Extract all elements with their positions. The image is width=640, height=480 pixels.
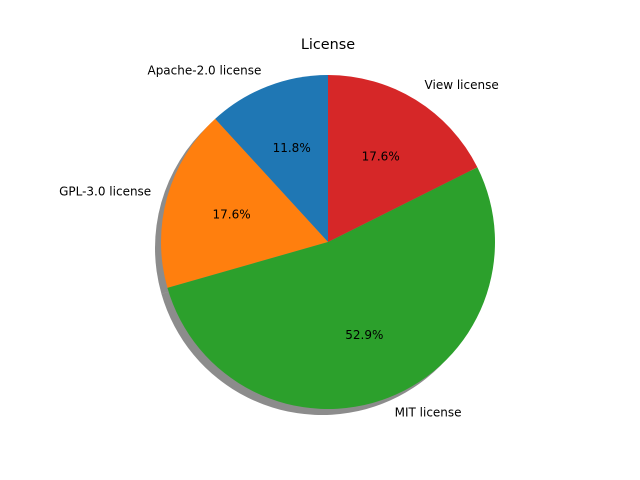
pie-labels: Apache-2.0 license 11.8% GPL-3.0 license 17… bbox=[59, 63, 499, 419]
label-gpl-3-0-license: GPL-3.0 license bbox=[59, 185, 151, 199]
chart-title: License bbox=[301, 37, 355, 53]
label-apache-2-0-license: Apache-2.0 license bbox=[147, 63, 261, 77]
pct-label-apache-2-0-license: 11.8% bbox=[273, 141, 311, 155]
slice-mit-license bbox=[167, 167, 495, 409]
slice-view-license bbox=[328, 75, 478, 242]
slice-gpl-3-0-license bbox=[160, 118, 328, 288]
pie-slices bbox=[160, 75, 495, 409]
pct-label-gpl-3-0-license: 17.6% bbox=[213, 207, 251, 221]
label-view-license: View license bbox=[425, 78, 499, 92]
pct-label-mit-license: 52.9% bbox=[345, 328, 383, 342]
slice-apache-2-0-license bbox=[215, 75, 328, 242]
label-mit-license: MIT license bbox=[395, 406, 462, 420]
pct-label-view-license: 17.6% bbox=[362, 149, 400, 163]
